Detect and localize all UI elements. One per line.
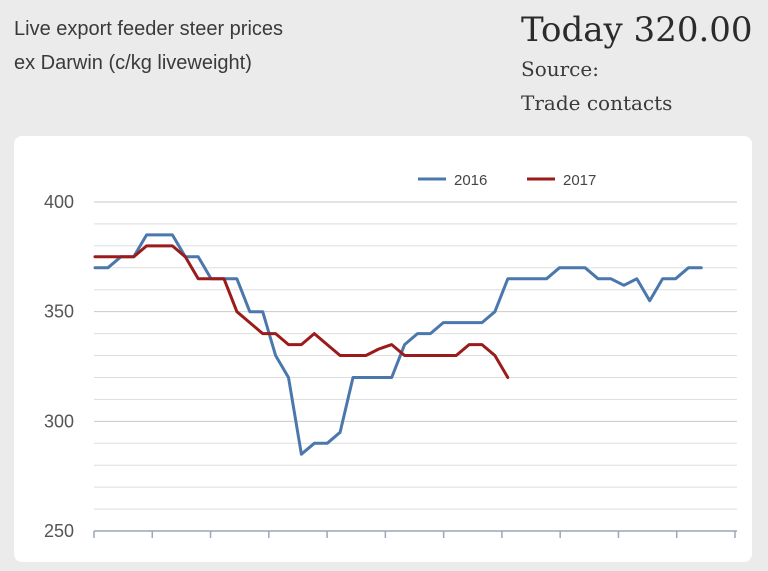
- source-block: Source: Trade contacts: [521, 52, 672, 120]
- chart-card: 250 300 350 400 2016 2017: [14, 136, 752, 562]
- source-value: Trade contacts: [521, 91, 673, 115]
- y-tick-label: 400: [44, 192, 74, 212]
- chart-title: Live export feeder steer prices ex Darwi…: [14, 12, 283, 80]
- legend-label-2017: 2017: [563, 172, 596, 189]
- chart-title-line-1: Live export feeder steer prices: [14, 18, 284, 40]
- line-chart: 250 300 350 400 2016 2017: [44, 172, 737, 541]
- y-tick-label: 300: [44, 411, 74, 431]
- chart-title-line-2: ex Darwin (c/kg liveweight): [14, 52, 252, 74]
- y-tick-label: 250: [44, 521, 74, 541]
- source-label: Source:: [521, 57, 599, 81]
- legend-label-2016: 2016: [454, 172, 487, 189]
- y-tick-label: 350: [44, 302, 74, 322]
- today-price: Today 320.00: [521, 10, 753, 50]
- series-line-2016: [93, 233, 703, 456]
- series-line-2017: [93, 244, 510, 379]
